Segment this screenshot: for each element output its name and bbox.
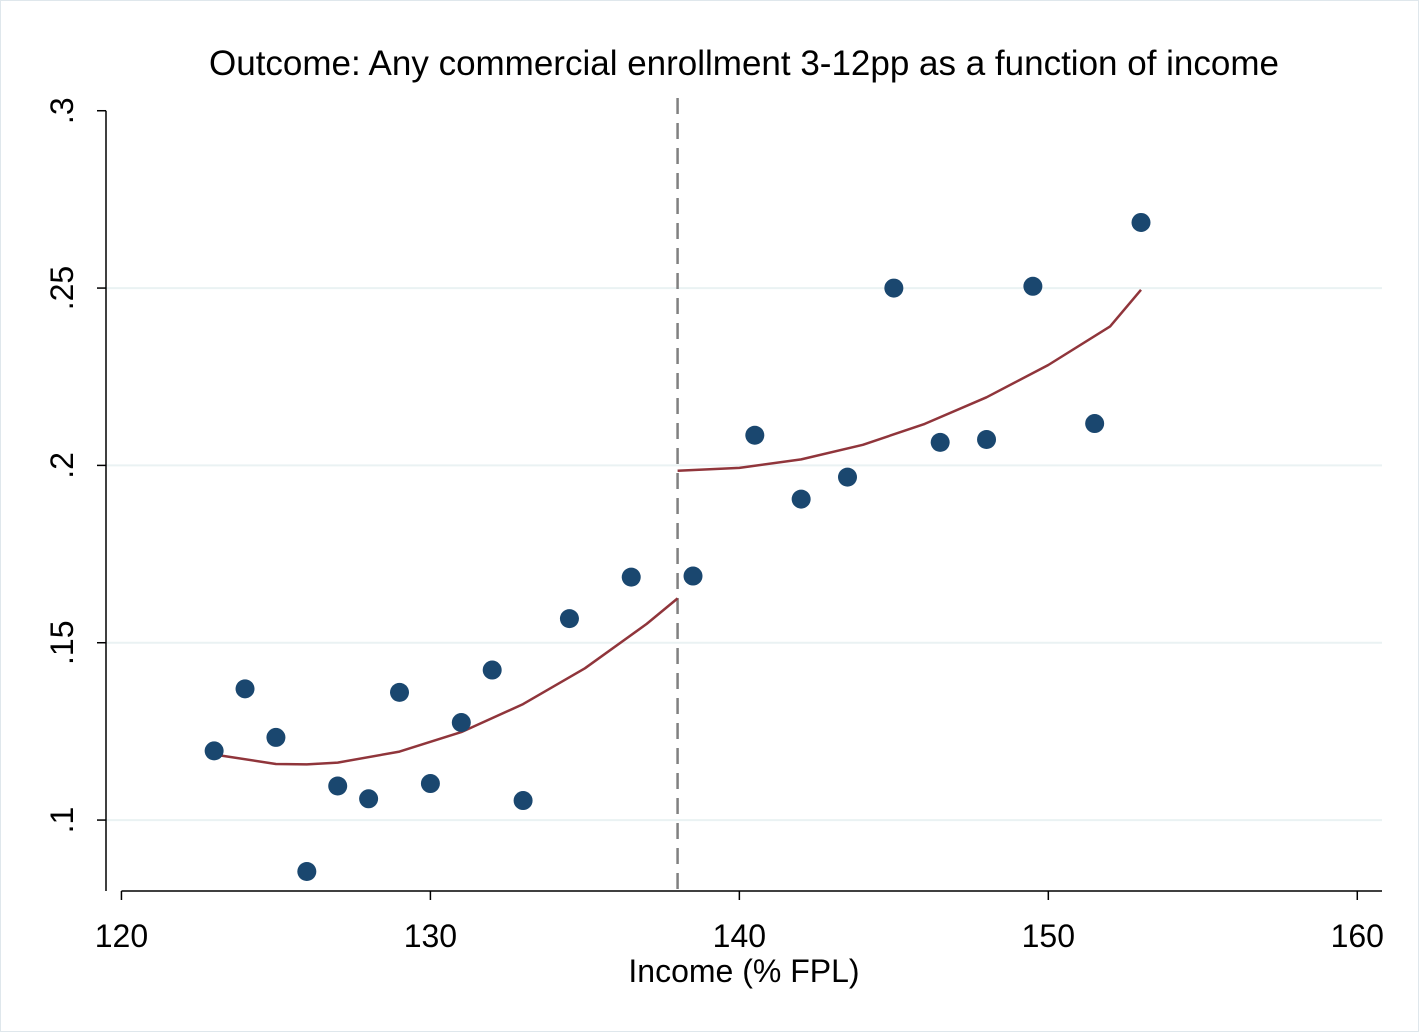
x-tick-label: 150	[1022, 918, 1075, 954]
chart-title: Outcome: Any commercial enrollment 3-12p…	[209, 44, 1279, 83]
y-tick-label: .2	[44, 452, 80, 479]
y-axis-ticks: .1 .15 .2 .25 .3	[44, 97, 106, 833]
data-point	[420, 774, 440, 794]
fit-line-below-cutoff	[213, 597, 679, 766]
data-point	[513, 791, 533, 811]
x-tick-label: 130	[404, 918, 457, 954]
y-tick-label: .3	[44, 97, 80, 124]
data-point	[683, 566, 703, 586]
data-point	[1131, 212, 1151, 232]
data-points	[204, 212, 1151, 881]
data-point	[791, 489, 811, 509]
fit-lines	[213, 288, 1142, 766]
data-point	[1023, 276, 1043, 296]
data-point	[451, 713, 471, 733]
x-tick-label: 160	[1331, 918, 1384, 954]
data-point	[235, 679, 255, 699]
axes	[105, 110, 1382, 892]
data-point	[884, 278, 904, 298]
fit-line-above-cutoff	[677, 288, 1142, 472]
data-point	[266, 727, 286, 747]
x-axis-title: Income (% FPL)	[628, 953, 859, 989]
y-tick-label: .25	[44, 266, 80, 310]
data-point	[297, 861, 317, 881]
x-axis-ticks: 120 130 140 150 160	[95, 891, 1384, 954]
gridlines	[106, 287, 1382, 822]
data-point	[621, 567, 641, 587]
x-tick-label: 140	[713, 918, 766, 954]
x-tick-label: 120	[95, 918, 148, 954]
data-point	[930, 432, 950, 452]
data-point	[559, 609, 579, 629]
data-point	[482, 660, 502, 680]
data-point	[745, 425, 765, 445]
data-point	[328, 776, 348, 796]
data-point	[977, 430, 997, 450]
data-point	[359, 789, 379, 809]
data-point	[204, 741, 224, 761]
data-point	[390, 682, 410, 702]
data-point	[1085, 414, 1105, 434]
data-point	[838, 467, 858, 487]
y-tick-label: .1	[44, 807, 80, 834]
y-tick-label: .15	[44, 620, 80, 664]
